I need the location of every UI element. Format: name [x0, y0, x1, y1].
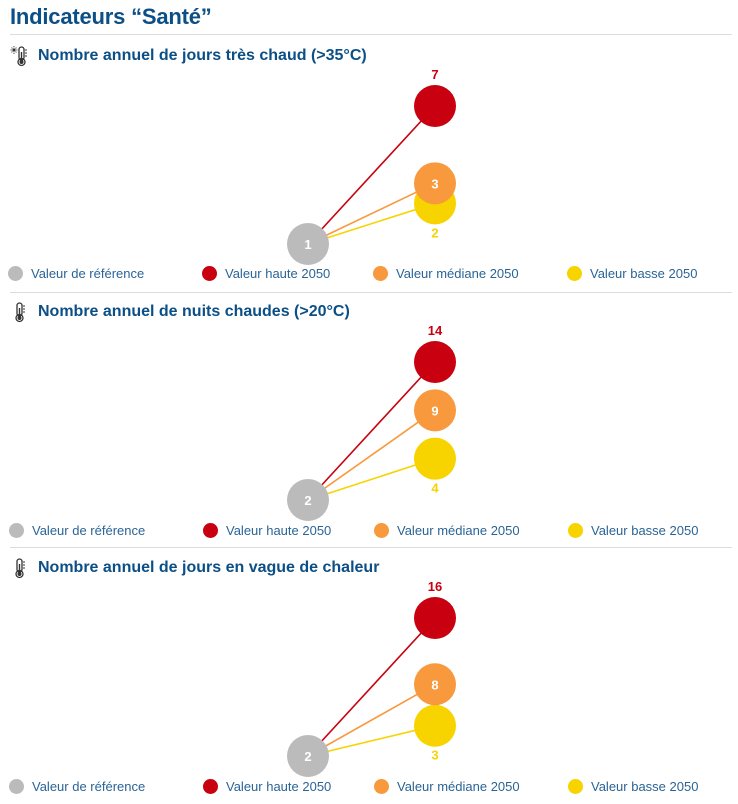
legend-label: Valeur de référence: [32, 523, 146, 538]
legend-label: Valeur de référence: [31, 266, 145, 281]
value-label-haute: 14: [428, 323, 443, 338]
legend-label: Valeur haute 2050: [226, 779, 332, 794]
section-header: Nombre annuel de jours très chaud (>35°C…: [10, 44, 367, 68]
value-label-mediane: 9: [431, 403, 438, 418]
legend-item-basse: Valeur basse 2050: [568, 779, 698, 794]
point-basse: [414, 704, 456, 747]
value-label-mediane: 8: [431, 677, 438, 692]
legend-item-mediane: Valeur médiane 2050: [373, 266, 519, 281]
connector-line-haute: [307, 105, 436, 245]
chart-plot: 2 14 9 4: [287, 323, 456, 521]
point-haute: [414, 341, 456, 383]
legend-item-haute: Valeur haute 2050: [202, 266, 330, 281]
legend-swatch: [374, 779, 389, 794]
legend-swatch: [373, 266, 388, 281]
point-mediane: [414, 162, 456, 205]
point-haute: [414, 597, 456, 639]
connector-line-basse: [307, 202, 436, 245]
legend-swatch: [374, 523, 389, 538]
point-basse: [414, 437, 456, 480]
legend-item-mediane: Valeur médiane 2050: [374, 779, 520, 794]
indicator-section-warm-nights: Nombre annuel de nuits chaudes (>20°C) 2…: [0, 300, 738, 548]
title-divider: [10, 34, 732, 35]
point-reference: [287, 223, 329, 265]
section-title: Nombre annuel de jours en vague de chale…: [38, 559, 380, 576]
legend-item-mediane: Valeur médiane 2050: [374, 523, 520, 538]
connector-line-haute: [307, 617, 436, 757]
legend-swatch: [9, 523, 24, 538]
thermometer-icon: [15, 558, 25, 579]
value-label-basse: 3: [431, 748, 438, 763]
legend-swatch: [203, 523, 218, 538]
legend-label: Valeur basse 2050: [591, 779, 699, 794]
legend-item-basse: Valeur basse 2050: [568, 523, 698, 538]
legend-label: Valeur haute 2050: [226, 523, 332, 538]
chart-legend: Valeur de référence Valeur haute 2050 Va…: [0, 523, 738, 543]
point-reference: [287, 735, 329, 777]
legend-label: Valeur basse 2050: [590, 266, 698, 281]
indicator-section-heatwave-days: Nombre annuel de jours en vague de chale…: [0, 556, 738, 804]
legend-label: Valeur de référence: [32, 779, 146, 794]
value-label-reference: 2: [304, 749, 311, 764]
legend-swatch: [202, 266, 217, 281]
point-reference: [287, 479, 329, 521]
section-divider: [10, 547, 732, 548]
legend-label: Valeur basse 2050: [591, 523, 699, 538]
connector-line-basse: [307, 724, 436, 757]
connector-line-mediane: [307, 182, 436, 245]
legend-item-reference: Valeur de référence: [8, 266, 144, 281]
value-label-mediane: 3: [431, 176, 438, 191]
value-label-haute: 16: [428, 579, 442, 594]
section-title: Nombre annuel de nuits chaudes (>20°C): [38, 303, 350, 320]
legend-swatch: [203, 779, 218, 794]
legend-label: Valeur médiane 2050: [397, 523, 520, 538]
chart-legend: Valeur de référence Valeur haute 2050 Va…: [0, 779, 738, 799]
connector-line-mediane: [307, 683, 436, 757]
connector-line-mediane: [307, 409, 436, 501]
page-title: Indicateurs “Santé”: [10, 4, 212, 29]
section-title: Nombre annuel de jours très chaud (>35°C…: [38, 47, 367, 64]
value-label-reference: 2: [304, 493, 311, 508]
chart-legend: Valeur de référence Valeur haute 2050 Va…: [0, 266, 738, 286]
legend-swatch: [8, 266, 23, 281]
point-mediane: [414, 663, 456, 706]
section-header: Nombre annuel de nuits chaudes (>20°C): [10, 300, 350, 324]
legend-item-basse: Valeur basse 2050: [567, 266, 697, 281]
legend-swatch: [568, 523, 583, 538]
connector-line-basse: [307, 457, 436, 501]
section-header: Nombre annuel de jours en vague de chale…: [10, 556, 379, 580]
thermometer-icon: [15, 302, 25, 323]
value-label-basse: 4: [431, 481, 439, 496]
legend-swatch: [568, 779, 583, 794]
point-haute: [414, 85, 456, 127]
value-label-reference: 1: [304, 237, 311, 252]
value-label-haute: 7: [431, 67, 438, 82]
value-label-basse: 2: [431, 225, 438, 240]
legend-swatch: [567, 266, 582, 281]
legend-label: Valeur médiane 2050: [396, 266, 519, 281]
point-mediane: [414, 389, 456, 432]
connector-line-haute: [307, 361, 436, 501]
chart-plot: 2 16 8 3: [287, 579, 456, 777]
legend-item-haute: Valeur haute 2050: [203, 779, 331, 794]
thermometer-sun-icon: [10, 46, 27, 67]
legend-label: Valeur haute 2050: [225, 266, 331, 281]
indicator-section-hot-days: Nombre annuel de jours très chaud (>35°C…: [0, 44, 738, 293]
legend-item-haute: Valeur haute 2050: [203, 523, 331, 538]
legend-swatch: [9, 779, 24, 794]
legend-item-reference: Valeur de référence: [9, 523, 145, 538]
section-divider: [10, 292, 732, 293]
legend-label: Valeur médiane 2050: [397, 779, 520, 794]
legend-item-reference: Valeur de référence: [9, 779, 145, 794]
